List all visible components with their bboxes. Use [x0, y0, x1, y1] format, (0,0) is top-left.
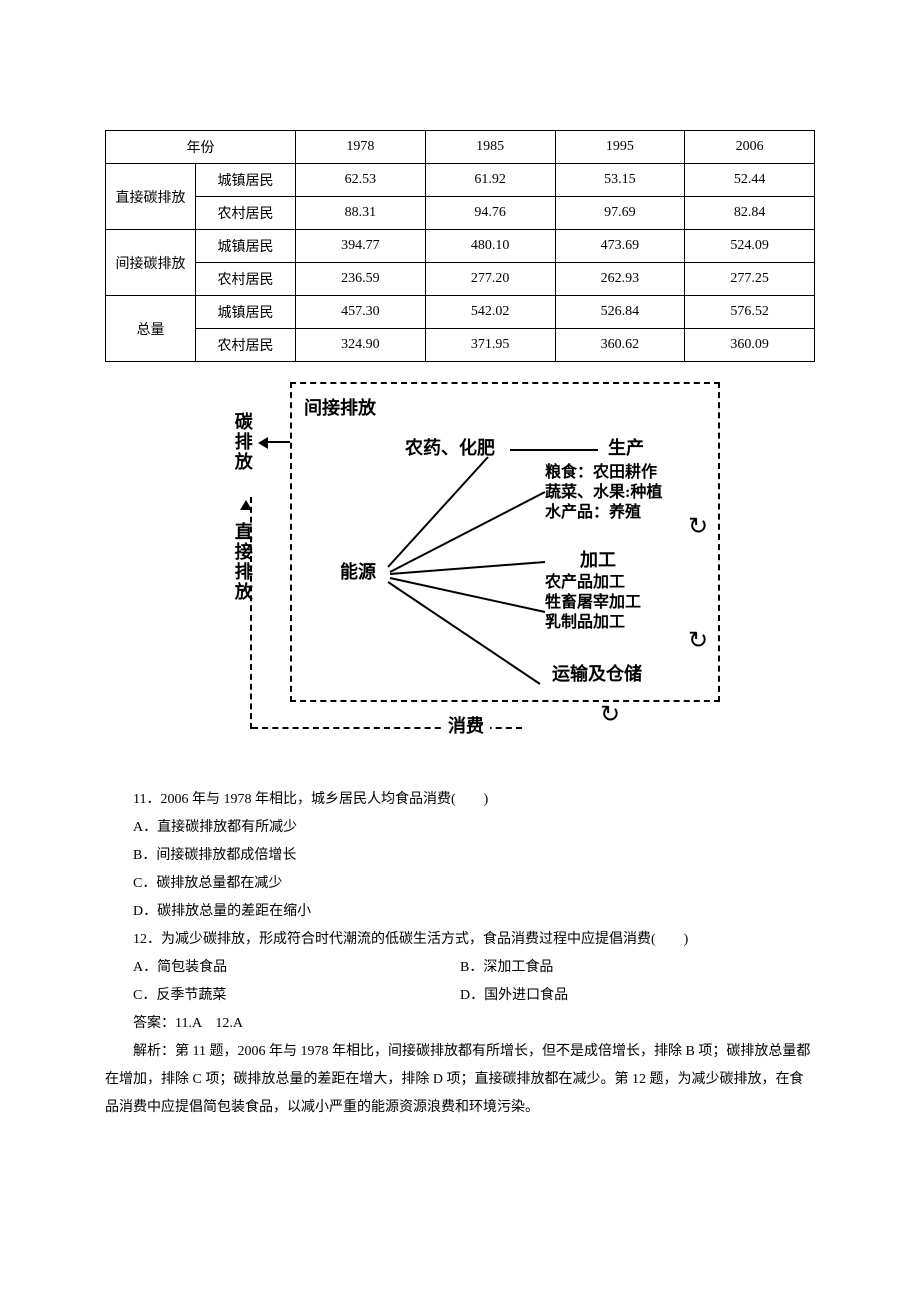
group-label: 直接碳排放 [106, 164, 196, 230]
row-label: 城镇居民 [196, 230, 296, 263]
cell: 524.09 [685, 230, 815, 263]
row-label: 农村居民 [196, 263, 296, 296]
q11-opt-a: A．直接碳排放都有所减少 [105, 814, 815, 842]
cell: 262.93 [555, 263, 685, 296]
cell: 62.53 [296, 164, 426, 197]
header-year-label: 年份 [106, 131, 296, 164]
q12-opt-a: A．简包装食品 [105, 954, 460, 982]
header-year: 1995 [555, 131, 685, 164]
header-year: 2006 [685, 131, 815, 164]
header-year: 1978 [296, 131, 426, 164]
table-header-row: 年份 1978 1985 1995 2006 [106, 131, 815, 164]
table-row: 农村居民 88.31 94.76 97.69 82.84 [106, 197, 815, 230]
q11-opt-c: C．碳排放总量都在减少 [105, 870, 815, 898]
cell: 277.20 [425, 263, 555, 296]
q12-opt-c: C．反季节蔬菜 [105, 982, 460, 1010]
q12-opt-d: D．国外进口食品 [460, 982, 815, 1010]
table-row: 间接碳排放 城镇居民 394.77 480.10 473.69 524.09 [106, 230, 815, 263]
curved-arrow-icon: ↻ [688, 626, 708, 655]
prod-aqua: 水产品：养殖 [545, 504, 641, 522]
production-label: 生产 [608, 438, 644, 459]
row-label: 农村居民 [196, 329, 296, 362]
curved-arrow-icon: ↻ [688, 512, 708, 541]
row-label: 城镇居民 [196, 296, 296, 329]
processing-label: 加工 [580, 550, 616, 571]
cell: 473.69 [555, 230, 685, 263]
emission-flow-diagram: 碳排放 间接排放 直接排放 能源 农药、化肥 生产 [200, 382, 720, 762]
cell: 97.69 [555, 197, 685, 230]
q12-opt-row: C．反季节蔬菜 D．国外进口食品 [105, 982, 815, 1010]
q11-opt-d: D．碳排放总量的差距在缩小 [105, 898, 815, 926]
table-row: 农村居民 324.90 371.95 360.62 360.09 [106, 329, 815, 362]
cell: 542.02 [425, 296, 555, 329]
cell: 457.30 [296, 296, 426, 329]
cell: 61.92 [425, 164, 555, 197]
group-label: 总量 [106, 296, 196, 362]
row-label: 城镇居民 [196, 164, 296, 197]
table-row: 农村居民 236.59 277.20 262.93 277.25 [106, 263, 815, 296]
group-label: 间接碳排放 [106, 230, 196, 296]
cell: 324.90 [296, 329, 426, 362]
prod-veg: 蔬菜、水果:种植 [545, 484, 662, 502]
curved-arrow-icon: ↻ [600, 700, 620, 729]
cell: 371.95 [425, 329, 555, 362]
cell: 53.15 [555, 164, 685, 197]
cell: 360.62 [555, 329, 685, 362]
answers: 答案：11.A 12.A [105, 1010, 815, 1038]
explanation: 解析：第 11 题，2006 年与 1978 年相比，间接碳排放都有所增长，但不… [105, 1038, 815, 1122]
prod-grain: 粮食：农田耕作 [545, 464, 657, 482]
proc-livestock: 牲畜屠宰加工 [545, 594, 641, 612]
q12-stem: 12．为减少碳排放，形成符合时代潮流的低碳生活方式，食品消费过程中应提倡消费( … [77, 926, 815, 954]
cell: 82.84 [685, 197, 815, 230]
cell: 394.77 [296, 230, 426, 263]
q12-opt-b: B．深加工食品 [460, 954, 815, 982]
cell: 236.59 [296, 263, 426, 296]
cell: 526.84 [555, 296, 685, 329]
cell: 360.09 [685, 329, 815, 362]
cell: 576.52 [685, 296, 815, 329]
table-row: 总量 城镇居民 457.30 542.02 526.84 576.52 [106, 296, 815, 329]
q11-opt-b: B．间接碳排放都成倍增长 [105, 842, 815, 870]
consumption-label: 消费 [442, 716, 490, 737]
q12-opt-row: A．简包装食品 B．深加工食品 [105, 954, 815, 982]
cell: 52.44 [685, 164, 815, 197]
cell: 480.10 [425, 230, 555, 263]
question-block: 11．2006 年与 1978 年相比，城乡居民人均食品消费( ) A．直接碳排… [105, 786, 815, 1122]
header-year: 1985 [425, 131, 555, 164]
cell: 277.25 [685, 263, 815, 296]
pesticide-label: 农药、化肥 [405, 438, 495, 459]
proc-agri: 农产品加工 [545, 574, 625, 592]
emissions-table: 年份 1978 1985 1995 2006 直接碳排放 城镇居民 62.53 … [105, 130, 815, 362]
row-label: 农村居民 [196, 197, 296, 230]
cell: 94.76 [425, 197, 555, 230]
proc-dairy: 乳制品加工 [545, 614, 625, 632]
transport-label: 运输及仓储 [552, 664, 642, 685]
cell: 88.31 [296, 197, 426, 230]
table-row: 直接碳排放 城镇居民 62.53 61.92 53.15 52.44 [106, 164, 815, 197]
q11-stem: 11．2006 年与 1978 年相比，城乡居民人均食品消费( ) [105, 786, 815, 814]
